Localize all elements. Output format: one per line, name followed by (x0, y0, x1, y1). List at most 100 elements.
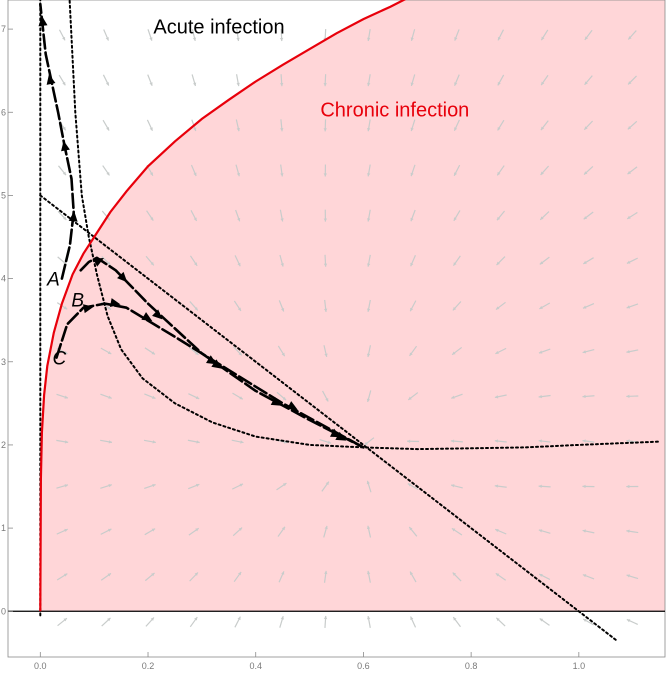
vector-arrow-head (496, 617, 500, 622)
vector-arrow-head (410, 37, 414, 41)
trajectory-label-a: A (46, 270, 60, 291)
vector-arrow (366, 570, 371, 583)
vector-arrow-head (279, 37, 284, 42)
vector-arrow (626, 257, 638, 264)
vector-arrow-head (497, 126, 501, 131)
vector-arrow (582, 302, 595, 309)
vector-arrow-head (193, 217, 197, 221)
vector-arrow-head (281, 571, 285, 575)
vector-arrow-head (410, 217, 414, 222)
vector-arrow (454, 29, 460, 41)
vector-arrow (367, 74, 371, 87)
vector-arrow-head (280, 616, 284, 620)
vector-arrow (450, 439, 463, 443)
vector-arrow (410, 616, 417, 628)
vector-arrow-head (366, 398, 371, 403)
vector-arrow (450, 484, 463, 489)
trajectory-arrowhead (93, 258, 104, 267)
vector-arrow-head (494, 439, 499, 443)
vector-arrow (538, 348, 551, 354)
vector-arrow (410, 164, 416, 177)
vector-arrow-head (238, 352, 242, 356)
vector-arrow (583, 211, 594, 220)
vector-arrow (494, 394, 507, 399)
trajectory-label-b: B (71, 290, 84, 311)
vector-arrow-head (582, 574, 587, 578)
vector-arrow-head (280, 128, 284, 132)
vector-arrow-head (106, 261, 111, 265)
y-tick-label: 4 (1, 274, 6, 284)
vector-arrow-head (150, 261, 154, 266)
vector-arrow (410, 255, 416, 267)
vector-arrow (496, 165, 505, 176)
vector-arrow-head (194, 262, 198, 266)
vector-arrow-head (626, 349, 630, 354)
vector-arrow-head (62, 126, 66, 131)
vector-arrow-head (497, 81, 501, 86)
vector-arrow (366, 480, 372, 493)
vector-arrow (279, 616, 284, 628)
vector-arrow-head (582, 484, 586, 489)
trajectory-arrowhead (152, 309, 163, 320)
vector-arrow-head (323, 218, 328, 222)
vector-arrow-head (627, 215, 631, 219)
vector-arrow (235, 74, 240, 87)
y-tick-label: 1 (1, 523, 6, 533)
vector-arrow (231, 483, 244, 490)
vector-arrow-head (367, 616, 371, 620)
vector-arrow (147, 29, 153, 41)
vector-arrow-head (63, 261, 67, 265)
vector-arrow (100, 572, 112, 581)
vector-arrow-head (410, 307, 414, 312)
nullcline-line (68, 0, 661, 451)
vector-arrow-head (454, 127, 458, 131)
vector-arrow (56, 528, 68, 535)
vector-arrow (101, 617, 111, 627)
vector-arrow-head (366, 353, 371, 357)
vector-arrow (323, 615, 328, 628)
vector-arrow-head (367, 218, 371, 222)
vector-arrow (279, 29, 284, 42)
x-tick-label: 1.0 (573, 661, 586, 671)
vector-arrow (100, 439, 113, 444)
x-tick-label: 0.6 (357, 661, 370, 671)
vector-arrow-head (367, 263, 371, 267)
vector-arrow-head (196, 440, 200, 444)
vector-arrow-head (450, 439, 455, 443)
vector-arrow-head (410, 262, 414, 267)
vector-arrow-head (108, 395, 112, 399)
vector-arrow-head (195, 483, 200, 487)
vector-arrow (582, 439, 595, 443)
vector-arrow (190, 210, 198, 222)
vector-arrow (233, 300, 242, 312)
vector-arrow-head (539, 618, 544, 622)
vector-arrow (496, 256, 506, 266)
vector-arrow (538, 573, 551, 581)
boundary-curve (39, 0, 407, 612)
vector-arrow (321, 481, 330, 492)
vector-arrow-head (151, 572, 155, 577)
vector-arrow (410, 74, 416, 87)
vector-arrow-head (63, 306, 68, 310)
vector-arrow-head (194, 617, 198, 621)
vector-arrow-head (495, 573, 500, 577)
vector-arrow-head (582, 394, 586, 399)
vector-arrow-head (539, 261, 544, 265)
vector-arrow-head (62, 36, 66, 41)
vector-arrow (539, 617, 550, 626)
vector-arrow-head (366, 480, 370, 485)
vector-arrow (190, 164, 197, 177)
vector-arrow-head (539, 305, 543, 309)
vector-arrow-head (367, 82, 371, 87)
vector-arrow (143, 439, 156, 444)
vector-arrow (584, 75, 593, 86)
trajectory-arrowhead (61, 140, 70, 152)
vector-arrow (495, 347, 507, 355)
vector-arrow-head (410, 127, 414, 132)
vector-arrow (410, 119, 416, 132)
vector-arrow (101, 210, 111, 221)
vector-arrow-head (108, 484, 112, 488)
vector-arrow-head (409, 527, 413, 531)
vector-arrow-head (497, 36, 501, 41)
